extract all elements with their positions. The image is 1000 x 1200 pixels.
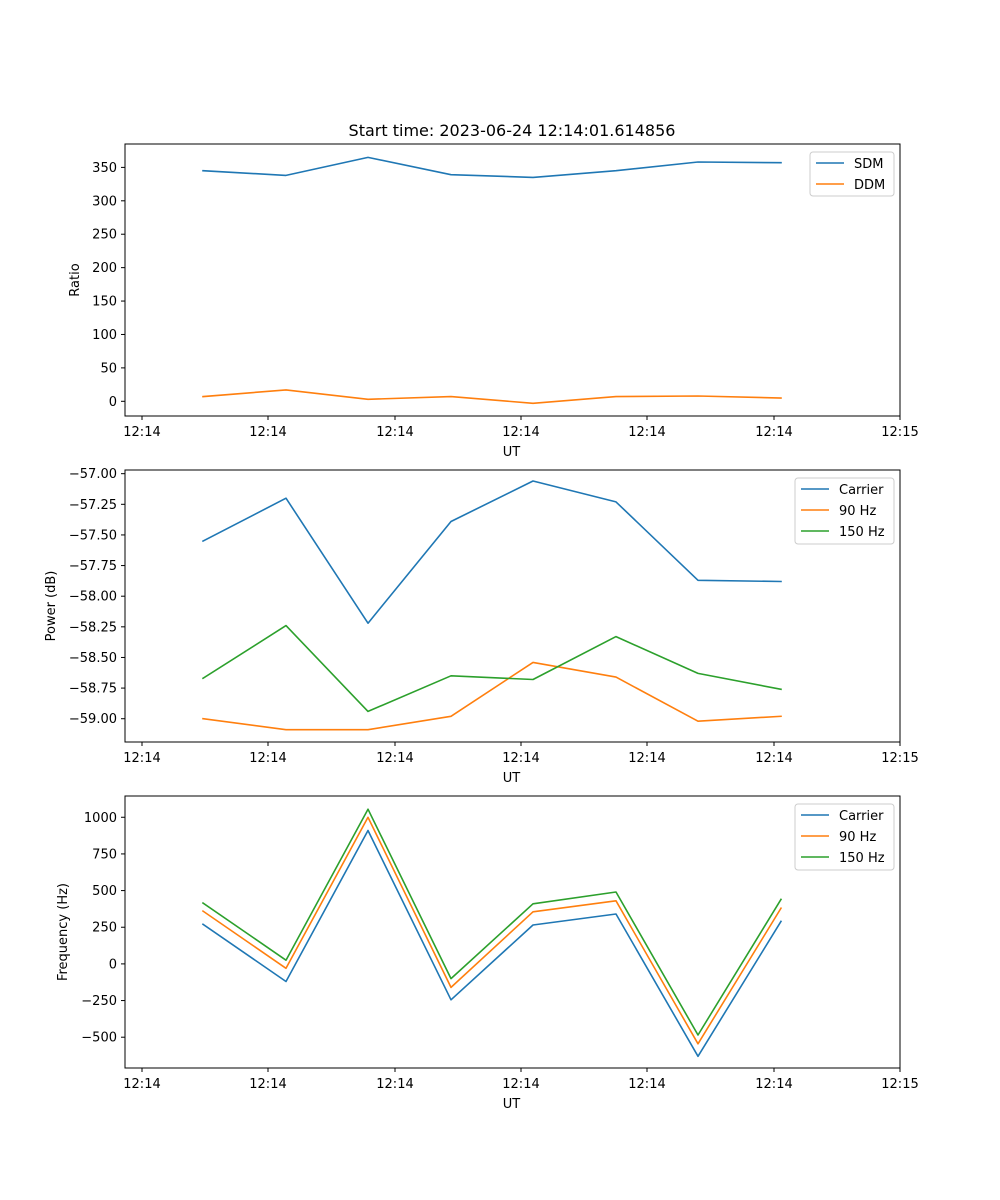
y-axis-label: Frequency (Hz) — [56, 883, 71, 981]
legend-label: 150 Hz — [839, 525, 885, 540]
y-tick-label: 200 — [92, 261, 117, 276]
series-line-150-hz — [201, 808, 783, 1036]
legend-frame — [794, 477, 895, 545]
x-axis-label: UT — [503, 771, 521, 786]
y-tick-label: −57.50 — [69, 528, 117, 543]
legend: Carrier 90 Hz 150 Hz — [794, 477, 895, 545]
series-line-150-hz — [201, 624, 782, 713]
x-tick-label: 12:15 — [881, 751, 918, 766]
y-tick-label: 350 — [92, 161, 117, 176]
x-tick-label: 12:14 — [376, 1077, 413, 1092]
y-tick-label: 250 — [92, 228, 117, 243]
legend-label: Carrier — [839, 483, 884, 498]
legend-label: DDM — [854, 178, 885, 193]
y-tick-label: −250 — [81, 994, 117, 1009]
series-line-90-hz — [201, 816, 783, 1045]
x-tick-label: 12:14 — [755, 425, 792, 440]
y-tick-label: 150 — [92, 295, 117, 310]
x-tick-label: 12:14 — [502, 751, 539, 766]
y-axis-label: Power (dB) — [44, 571, 59, 642]
y-tick-label: −58.25 — [69, 620, 117, 635]
y-tick-label: 250 — [92, 921, 117, 936]
x-tick-label: 12:15 — [881, 425, 918, 440]
plot-area — [124, 143, 901, 417]
y-tick-label: −58.75 — [69, 682, 117, 697]
x-tick-label: 12:14 — [755, 1077, 792, 1092]
legend-frame — [794, 803, 895, 871]
legend: SDM DDM — [809, 151, 895, 197]
series-line-carrier — [201, 829, 783, 1058]
x-tick-label: 12:14 — [755, 751, 792, 766]
chart-title: Start time: 2023-06-24 12:14:01.614856 — [349, 121, 676, 140]
chart-panel-2: 12:14 12:14 12:14 12:14 12:14 12:14 12:15 UT −59… — [44, 467, 919, 786]
series-line-ddm — [202, 389, 782, 405]
legend-label: 90 Hz — [839, 504, 876, 519]
legend-label: 150 Hz — [839, 851, 885, 866]
x-axis-label: UT — [503, 1097, 521, 1112]
y-tick-label: 0 — [109, 395, 117, 410]
x-tick-label: 12:14 — [249, 1077, 286, 1092]
plot-area — [124, 469, 901, 743]
legend-label: 90 Hz — [839, 830, 876, 845]
x-tick-label: 12:14 — [628, 751, 665, 766]
y-tick-label: −59.00 — [69, 712, 117, 727]
y-tick-label: −500 — [81, 1031, 117, 1046]
x-tick-label: 12:14 — [123, 1077, 160, 1092]
x-tick-label: 12:14 — [249, 425, 286, 440]
x-tick-label: 12:14 — [376, 425, 413, 440]
plot-area — [124, 795, 901, 1069]
y-tick-label: −58.00 — [69, 590, 117, 605]
legend: Carrier 90 Hz 150 Hz — [794, 803, 895, 871]
y-tick-label: 500 — [92, 884, 117, 899]
series-line-sdm — [202, 156, 782, 179]
x-axis-label: UT — [503, 445, 521, 460]
chart-panel-1: 12:14 12:14 12:14 12:14 12:14 12:14 12:15 UT 0 50… — [68, 143, 919, 460]
y-tick-label: −57.75 — [69, 559, 117, 574]
x-tick-label: 12:14 — [628, 425, 665, 440]
x-tick-label: 12:14 — [123, 751, 160, 766]
y-tick-label: −57.00 — [69, 467, 117, 482]
x-tick-label: 12:14 — [249, 751, 286, 766]
x-tick-label: 12:14 — [628, 1077, 665, 1092]
x-tick-label: 12:14 — [502, 425, 539, 440]
legend-label: Carrier — [839, 809, 884, 824]
series-line-carrier — [201, 480, 782, 625]
x-tick-label: 12:14 — [376, 751, 413, 766]
y-tick-label: 0 — [109, 957, 117, 972]
x-tick-label: 12:14 — [502, 1077, 539, 1092]
y-tick-label: 750 — [92, 847, 117, 862]
y-tick-label: 300 — [92, 194, 117, 209]
y-axis-label: Ratio — [68, 263, 83, 296]
y-tick-label: 1000 — [84, 811, 117, 826]
y-tick-label: −57.25 — [69, 498, 117, 513]
y-tick-label: 100 — [92, 328, 117, 343]
legend-label: SDM — [854, 157, 883, 172]
y-tick-label: 50 — [100, 361, 117, 376]
series-line-90-hz — [202, 661, 782, 731]
x-tick-label: 12:15 — [881, 1077, 918, 1092]
chart-panel-3: 12:14 12:14 12:14 12:14 12:14 12:14 12:15 UT −50… — [56, 795, 919, 1112]
y-tick-label: −58.50 — [69, 651, 117, 666]
x-tick-label: 12:14 — [123, 425, 160, 440]
